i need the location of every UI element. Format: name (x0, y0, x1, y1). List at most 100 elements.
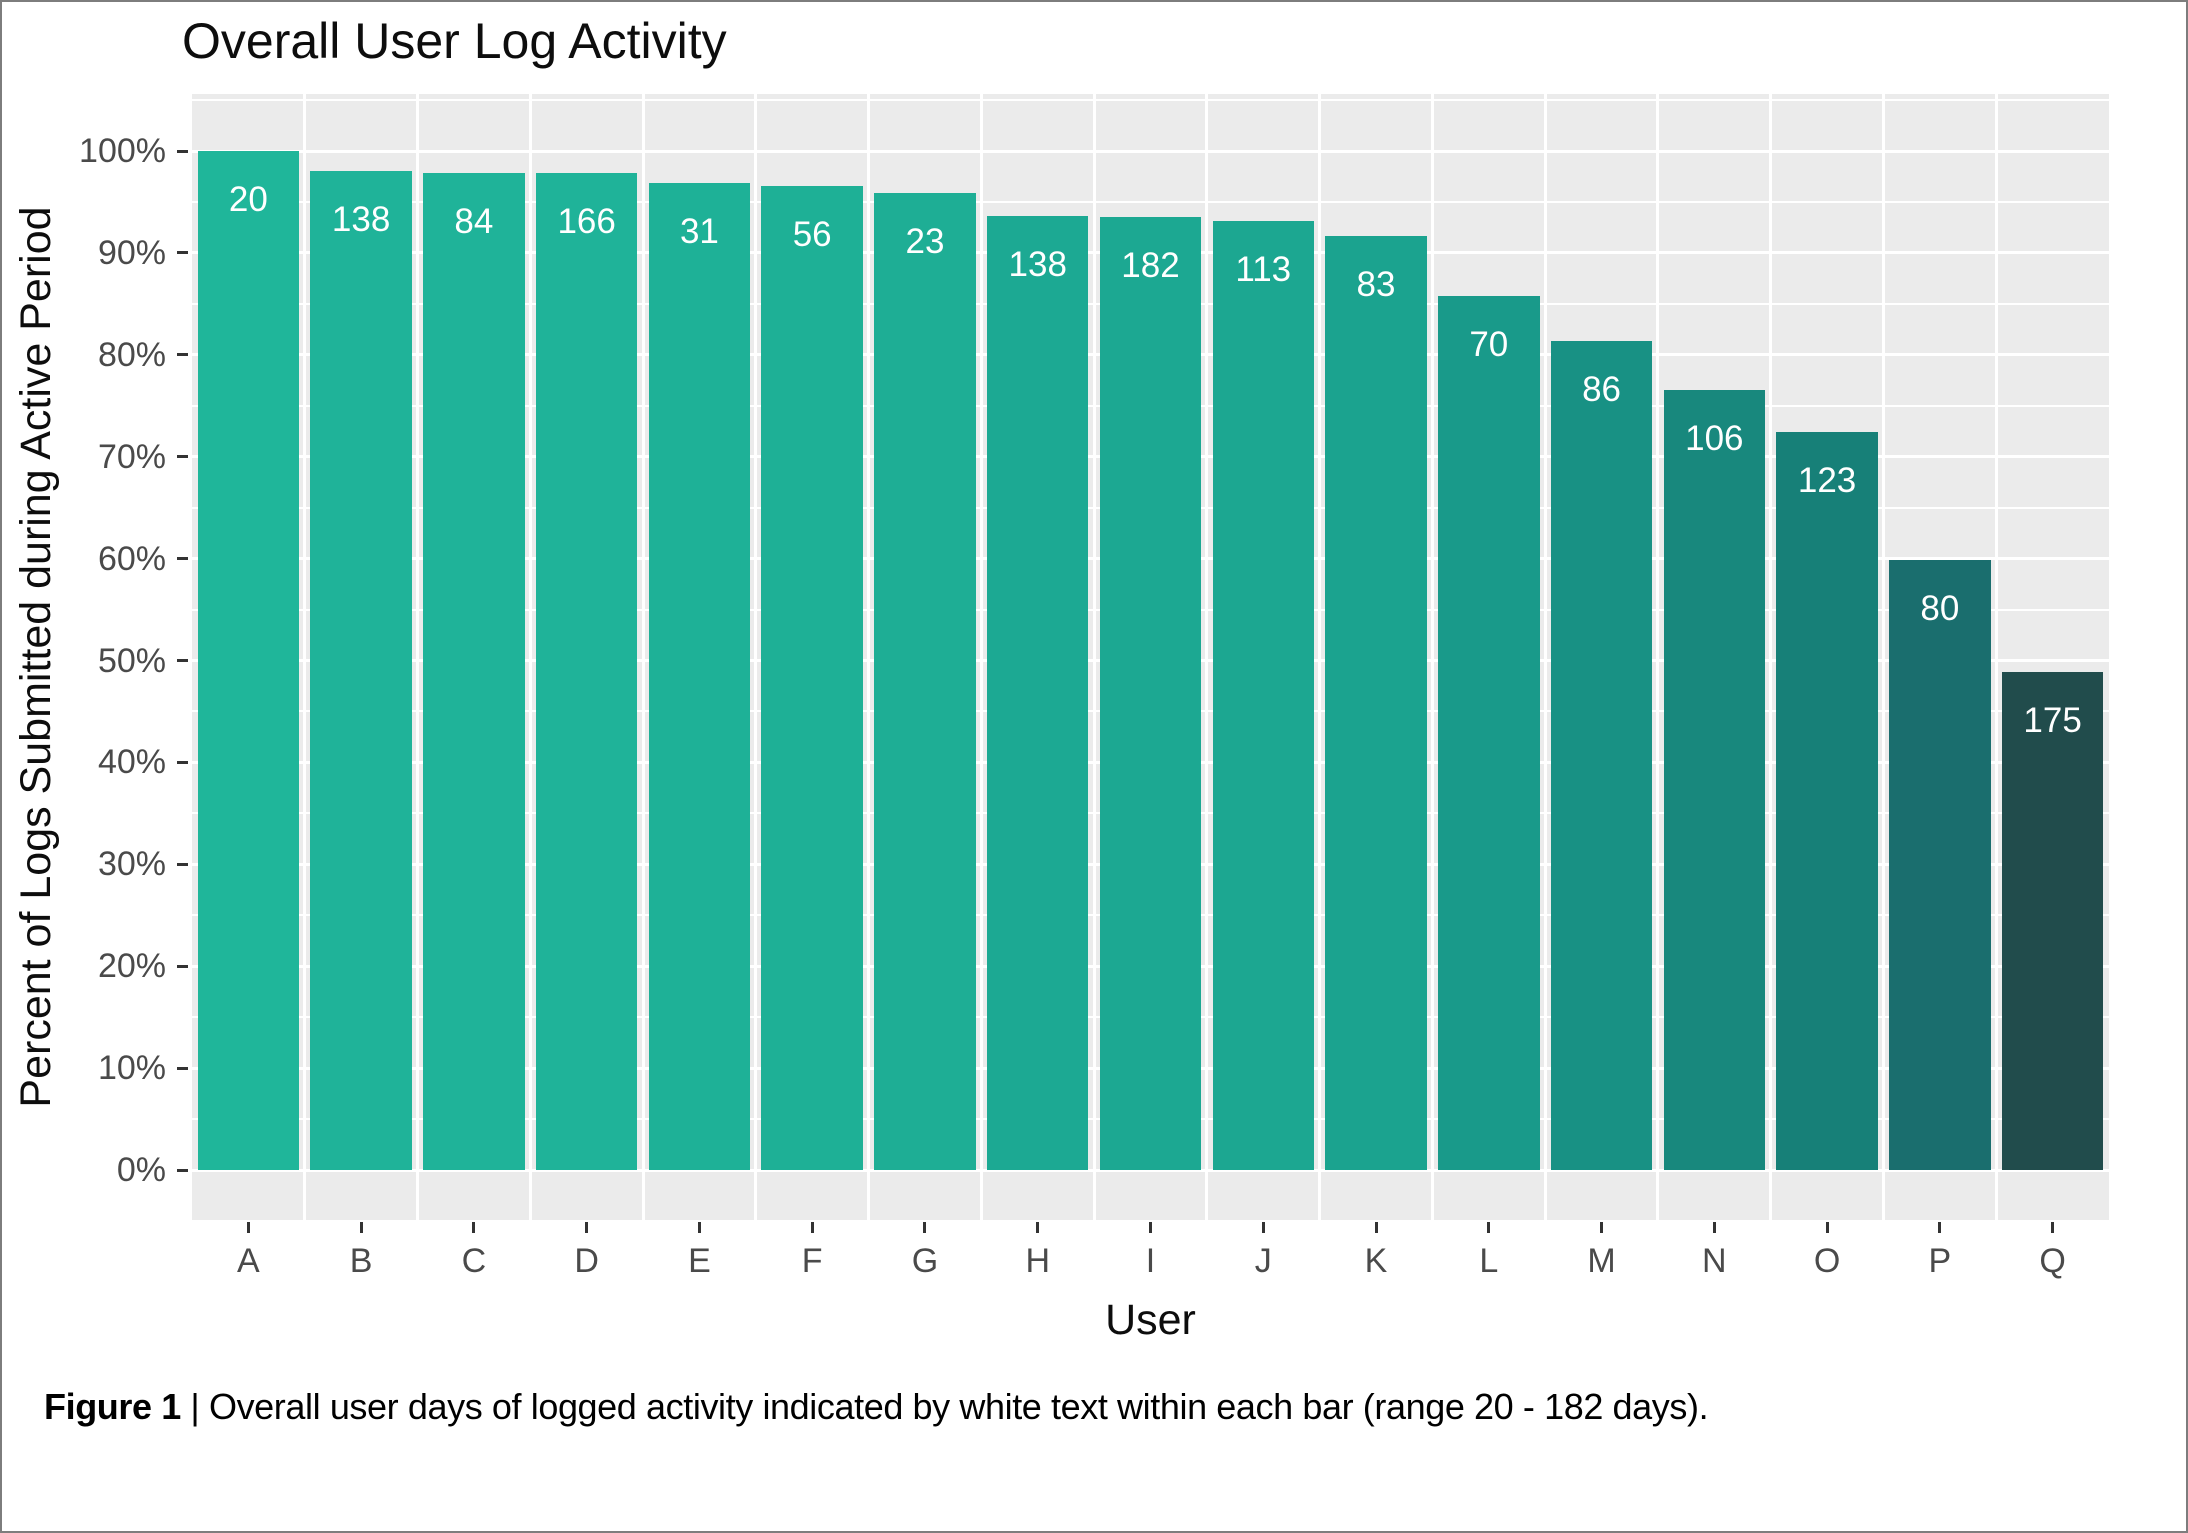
bar-D: 166 (535, 173, 638, 1170)
bar-P: 80 (1889, 559, 1991, 1170)
bar-B: 138 (310, 171, 412, 1170)
x-tick-label: E (688, 1242, 711, 1280)
v-gridline (867, 94, 871, 1221)
h-gridline-minor (192, 1219, 2109, 1221)
y-tick-mark (177, 862, 188, 866)
x-tick-label: N (1702, 1242, 1727, 1280)
x-tick-label: M (1587, 1242, 1616, 1280)
y-tick-label: 50% (97, 641, 166, 680)
bar-value-label: 113 (1235, 250, 1292, 290)
bar-value-label: 83 (1356, 264, 1396, 304)
h-gridline-major (192, 1168, 2109, 1172)
x-tick-label: G (911, 1242, 939, 1280)
x-tick-label: H (1025, 1242, 1050, 1280)
bar-value-label: 175 (2023, 700, 2082, 740)
x-tick-label: C (461, 1242, 487, 1280)
x-tick-label: K (1364, 1242, 1388, 1280)
bar-value-label: 86 (1582, 369, 1622, 409)
h-gridline-major (192, 149, 2109, 153)
bar-value-label: 20 (228, 180, 268, 219)
y-tick-label: 80% (97, 335, 166, 374)
y-tick-label: 60% (97, 539, 166, 578)
x-tick-label: Q (2039, 1242, 2066, 1280)
bar-L: 70 (1438, 295, 1540, 1170)
x-tick-mark (810, 1222, 814, 1233)
figure-caption: Figure 1 | Overall user days of logged a… (44, 1384, 1709, 1430)
v-gridline (1543, 94, 1547, 1221)
v-gridline (303, 94, 307, 1221)
x-tick-label: P (1928, 1242, 1952, 1280)
bar-value-label: 138 (331, 200, 391, 240)
v-gridline (1318, 94, 1322, 1221)
bar-value-label: 70 (1469, 324, 1509, 364)
x-axis-title: User (1105, 1296, 1196, 1344)
y-tick-mark (177, 1066, 188, 1070)
v-gridline (979, 94, 983, 1221)
x-tick-mark (2051, 1222, 2055, 1233)
figure-caption-text: | Overall user days of logged activity i… (180, 1386, 1709, 1427)
v-gridline (1430, 94, 1434, 1221)
y-tick-label: 20% (97, 947, 166, 986)
y-axis-title: Percent of Logs Submitted during Active … (12, 206, 60, 1108)
bar-K: 83 (1325, 235, 1427, 1170)
bar-I: 182 (1099, 217, 1202, 1170)
x-tick-label: D (574, 1242, 599, 1280)
bar-O: 123 (1776, 432, 1878, 1170)
x-tick-mark (359, 1222, 363, 1233)
v-gridline (754, 94, 758, 1221)
y-tick-label: 30% (97, 845, 166, 884)
bar-M: 86 (1550, 340, 1653, 1170)
v-gridline (1092, 94, 1096, 1221)
y-tick-mark (177, 659, 188, 662)
bar-Q: 175 (2001, 671, 2104, 1170)
x-tick-mark (1374, 1222, 1378, 1233)
y-tick-mark (177, 353, 188, 357)
v-gridline (1881, 94, 1885, 1221)
figure-caption-label: Figure 1 (44, 1386, 181, 1427)
x-tick-mark (1149, 1222, 1152, 1233)
bar-value-label: 84 (454, 202, 494, 242)
v-gridline (641, 94, 645, 1221)
bar-F: 56 (761, 185, 863, 1170)
bar-value-label: 56 (792, 214, 832, 254)
chart-title: Overall User Log Activity (182, 13, 727, 69)
bar-value-label: 182 (1121, 246, 1180, 286)
bar-value-label: 123 (1797, 461, 1857, 501)
bar-value-label: 166 (557, 202, 616, 242)
y-tick-mark (177, 557, 188, 561)
x-tick-label: F (801, 1242, 823, 1280)
y-tick-label: 40% (97, 743, 166, 782)
bar-H: 138 (986, 216, 1089, 1170)
bar-G: 23 (874, 192, 976, 1170)
bar-value-label: 23 (905, 221, 945, 261)
y-tick-mark (177, 149, 188, 153)
x-tick-mark (1825, 1222, 1829, 1233)
y-tick-mark (177, 455, 188, 459)
x-tick-mark (585, 1222, 589, 1233)
bar-value-label: 106 (1685, 419, 1744, 459)
y-tick-mark (177, 1168, 188, 1172)
x-tick-mark (1938, 1222, 1942, 1233)
y-tick-mark (177, 964, 188, 968)
x-tick-mark (246, 1222, 250, 1233)
x-tick-label: A (237, 1242, 260, 1280)
x-tick-mark (1487, 1222, 1491, 1233)
y-tick-label: 100% (79, 132, 166, 170)
x-tick-label: L (1479, 1242, 1499, 1280)
x-tick-label: J (1254, 1242, 1272, 1280)
bar-C: 84 (423, 173, 525, 1170)
x-tick-mark (1600, 1222, 1604, 1233)
bar-N: 106 (1663, 390, 1766, 1170)
x-tick-mark (472, 1222, 476, 1233)
bar-value-label: 31 (679, 211, 719, 251)
bar-E: 31 (648, 182, 751, 1170)
x-tick-label: B (349, 1242, 373, 1280)
x-tick-mark (923, 1222, 927, 1233)
x-tick-label: I (1145, 1242, 1156, 1280)
bar-value-label: 80 (1920, 588, 1960, 628)
y-tick-mark (177, 760, 188, 764)
x-tick-mark (1036, 1222, 1040, 1233)
v-gridline (1994, 94, 1998, 1221)
v-gridline (1656, 94, 1660, 1221)
